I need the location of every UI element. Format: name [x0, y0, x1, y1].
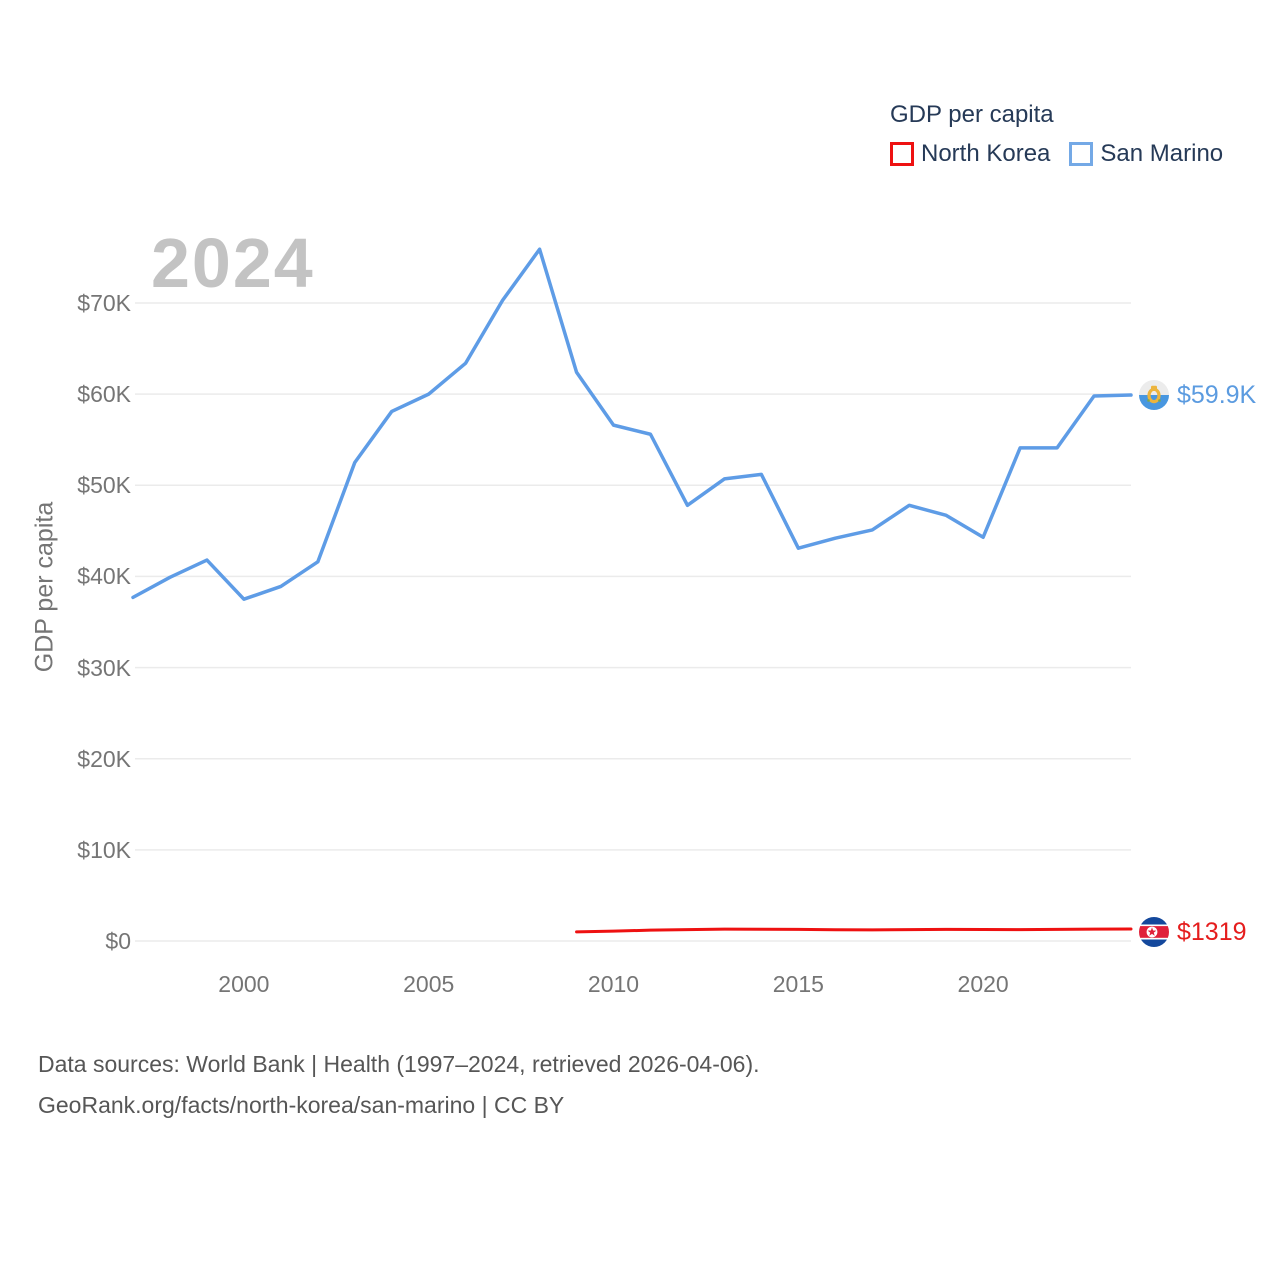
x-tick-label: 2020: [957, 971, 1009, 997]
end-label-san-marino: $59.9K: [1139, 380, 1256, 410]
x-tick-label: 2010: [587, 971, 640, 997]
north-korea-flag-icon: [1139, 917, 1169, 947]
footer-sources: Data sources: World Bank | Health (1997–…: [38, 1051, 760, 1077]
series-line-san-marino: [131, 247, 1133, 601]
series-line-north-korea: [575, 927, 1133, 934]
legend-label: North Korea: [921, 140, 1051, 167]
north-korea-end-value: $1319: [1177, 918, 1247, 946]
y-tick-label: $40K: [77, 563, 131, 590]
y-tick-label: $20K: [77, 745, 131, 772]
legend-item-north-korea[interactable]: North Korea: [890, 141, 1050, 167]
end-label-north-korea: $1319: [1139, 917, 1247, 947]
legend-label: San Marino: [1100, 140, 1224, 167]
legend-checkbox-north-korea[interactable]: [890, 142, 914, 166]
legend: GDP per capita North Korea San Marino: [890, 101, 1223, 167]
legend-title: GDP per capita: [890, 101, 1054, 128]
legend-items: North Korea San Marino: [890, 141, 1223, 167]
y-tick-label: $0: [105, 928, 131, 954]
y-tick-label: $30K: [77, 654, 131, 681]
y-tick-label: $10K: [77, 836, 131, 863]
san-marino-flag-icon: [1139, 380, 1169, 410]
x-tick-label: 2005: [403, 971, 455, 997]
x-tick-label: 2000: [218, 971, 270, 997]
y-tick-label: $50K: [77, 472, 131, 499]
legend-checkbox-san-marino[interactable]: [1069, 142, 1094, 166]
y-tick-label: $70K: [77, 290, 131, 316]
x-tick-label: 2015: [772, 971, 824, 997]
san-marino-end-value: $59.9K: [1177, 381, 1257, 409]
y-tick-label: $60K: [77, 381, 131, 408]
footer-attribution: GeoRank.org/facts/north-korea/san-marino…: [38, 1092, 565, 1118]
footer: Data sources: World Bank | Health (1997–…: [38, 1044, 760, 1126]
year-watermark: 2024: [151, 224, 315, 302]
legend-item-san-marino[interactable]: San Marino: [1069, 141, 1223, 167]
